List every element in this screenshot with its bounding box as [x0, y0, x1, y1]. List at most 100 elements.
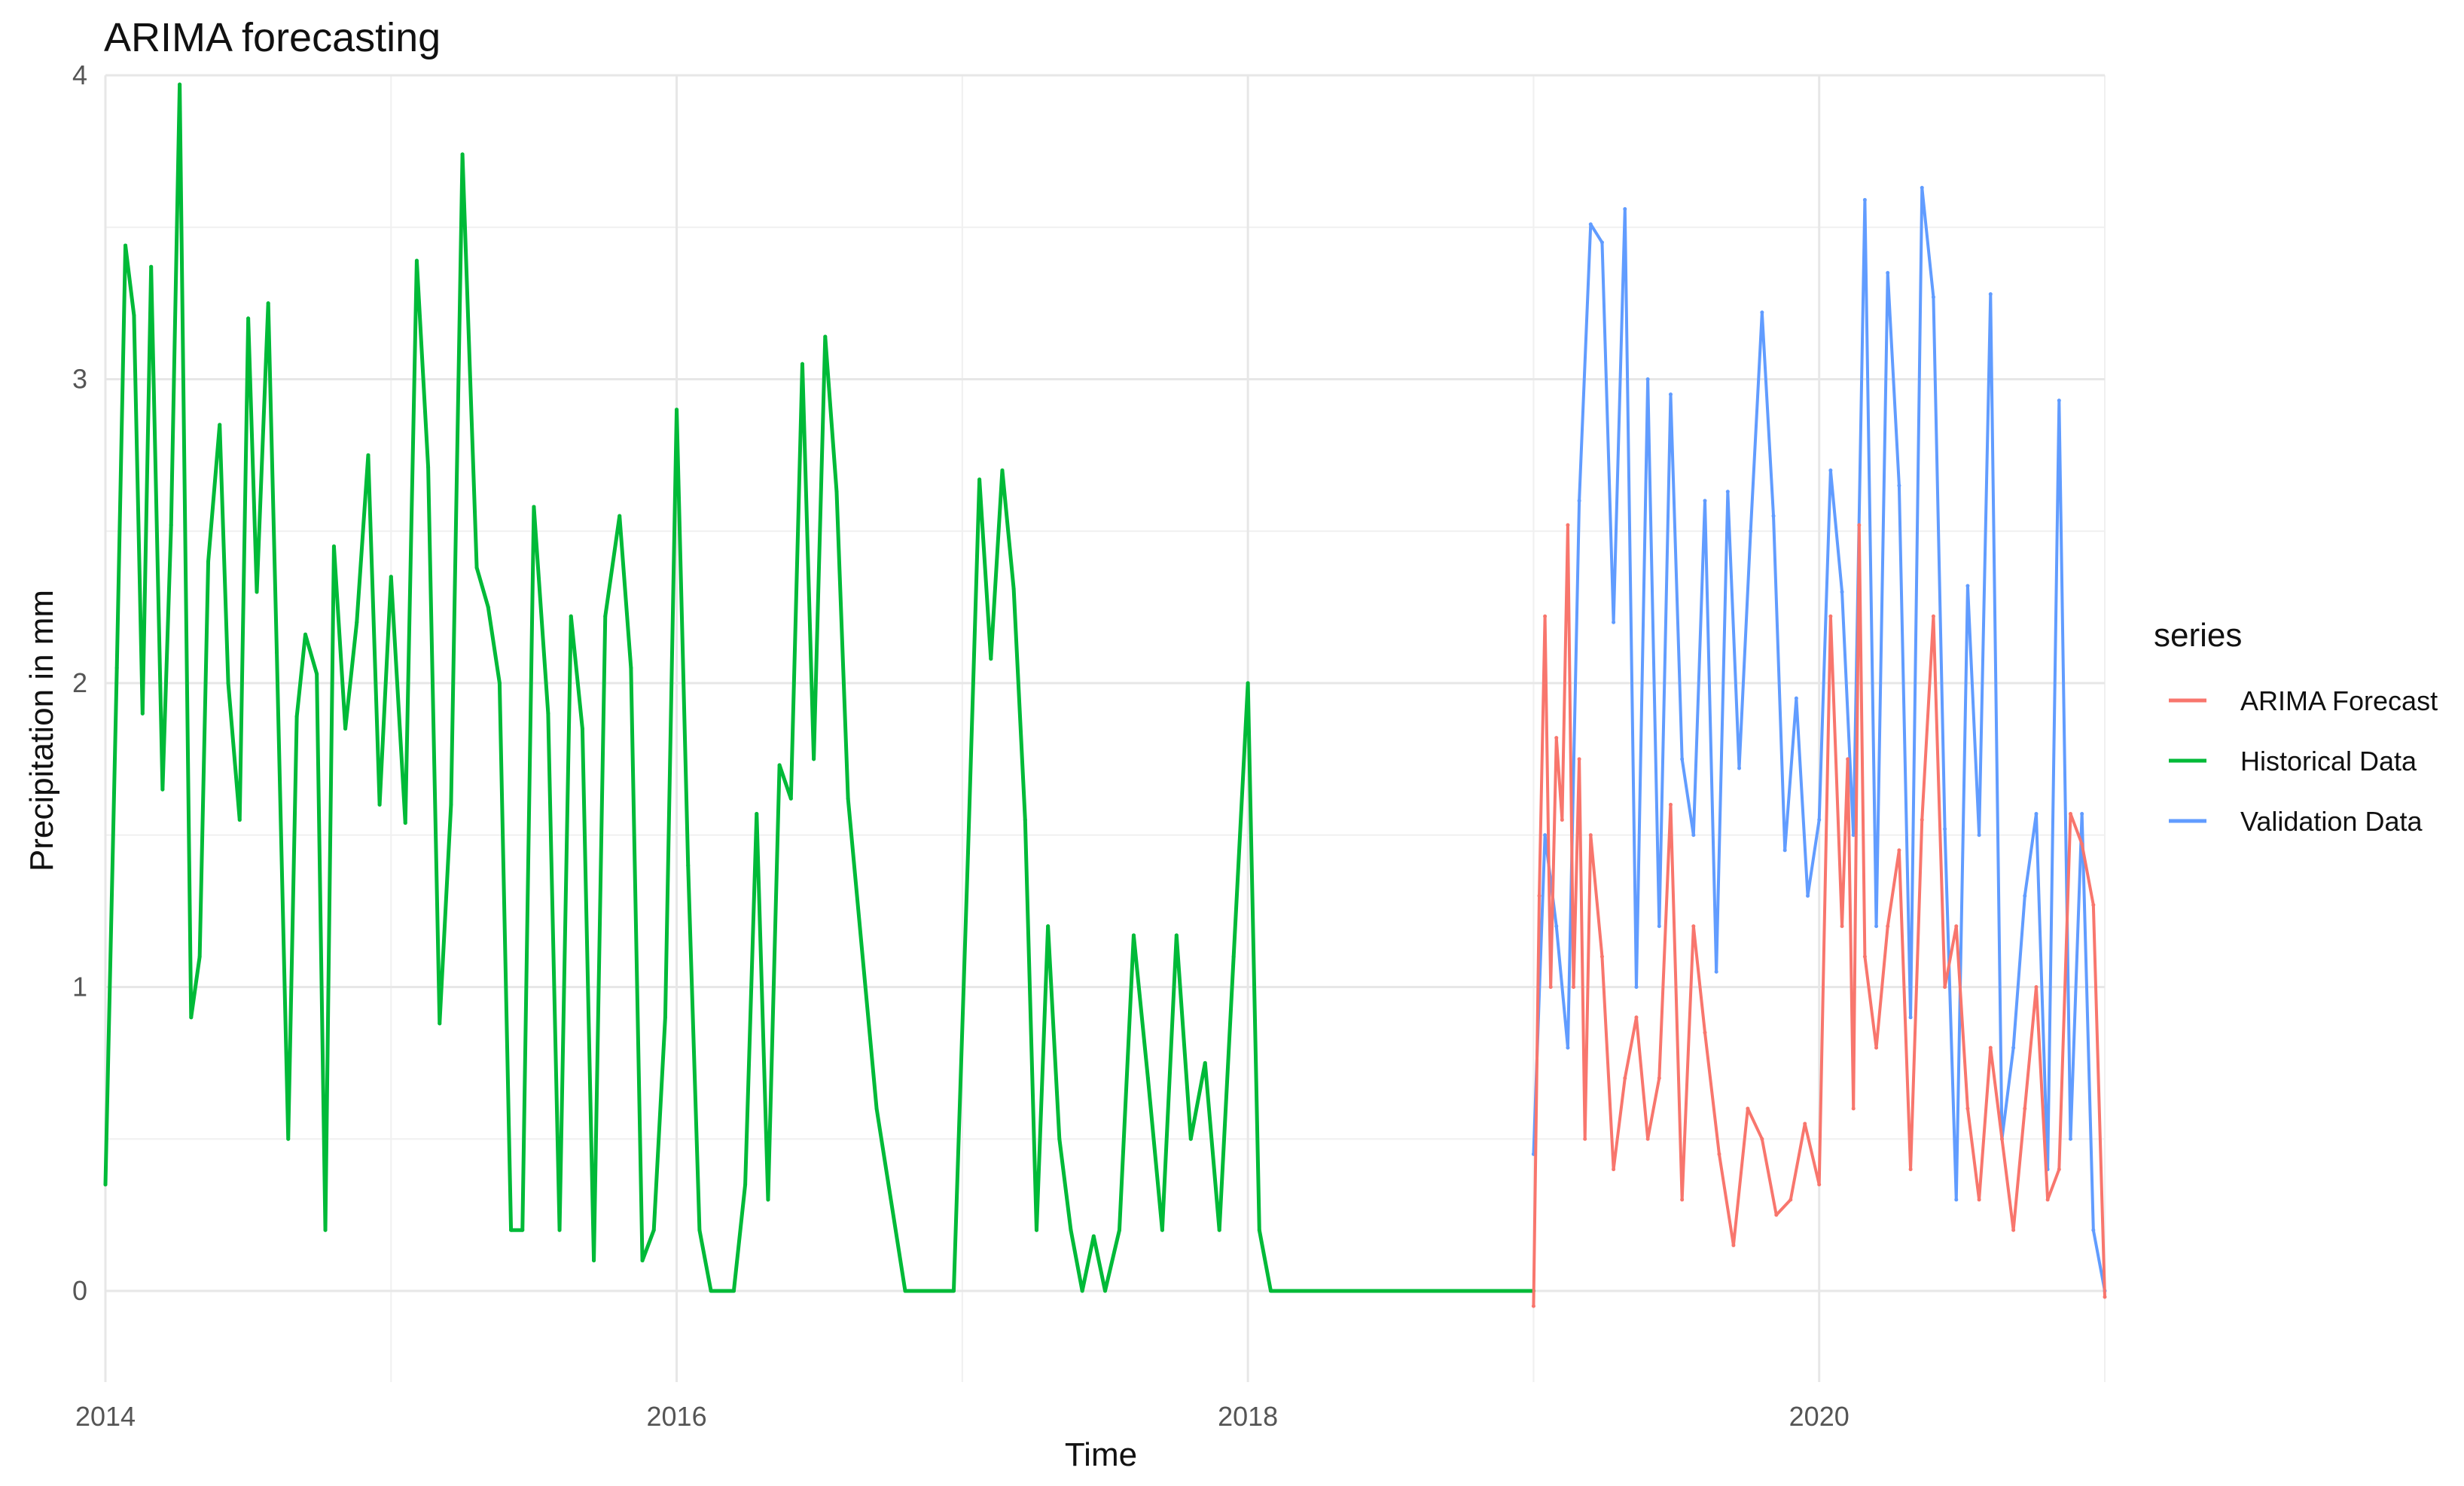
series-point-arima-forecast	[1840, 924, 1844, 929]
series-point-validation-data	[1599, 240, 1604, 245]
series-point-arima-forecast	[1988, 1045, 1993, 1050]
series-point-validation-data	[2057, 398, 2061, 403]
series-point-historical-data	[403, 821, 407, 825]
series-point-validation-data	[1623, 207, 1627, 212]
series-point-arima-forecast	[2091, 903, 2096, 908]
series-point-arima-forecast	[1965, 1106, 1970, 1111]
series-point-validation-data	[1840, 590, 1844, 594]
series-point-historical-data	[709, 1289, 713, 1293]
series-point-validation-data	[2023, 893, 2027, 898]
series-point-validation-data	[1714, 969, 1718, 974]
series-point-historical-data	[557, 1228, 562, 1232]
series-point-historical-data	[1432, 1289, 1436, 1293]
series-point-historical-data	[618, 514, 622, 518]
series-point-historical-data	[124, 243, 128, 248]
series-point-arima-forecast	[1931, 614, 1935, 618]
series-point-historical-data	[569, 614, 573, 618]
series-point-historical-data	[1474, 1289, 1479, 1293]
series-point-validation-data	[1737, 766, 1742, 770]
series-point-validation-data	[1988, 292, 1993, 297]
series-point-historical-data	[1314, 1289, 1319, 1293]
series-point-arima-forecast	[2023, 1106, 2027, 1111]
legend-label-arima-forecast: ARIMA Forecast	[2240, 685, 2438, 716]
series-point-historical-data	[520, 1228, 525, 1232]
series-point-arima-forecast	[1560, 818, 1564, 822]
series-point-validation-data	[1657, 924, 1661, 929]
series-point-historical-data	[1034, 1228, 1038, 1232]
series-point-arima-forecast	[1874, 1045, 1879, 1050]
series-point-historical-data	[1046, 924, 1051, 929]
series-point-historical-data	[1517, 1289, 1521, 1293]
series-point-arima-forecast	[1599, 954, 1604, 959]
series-point-arima-forecast	[1623, 1076, 1627, 1081]
series-point-historical-data	[486, 605, 490, 609]
series-point-arima-forecast	[1543, 614, 1548, 618]
series-point-validation-data	[1954, 1198, 1959, 1202]
series-point-historical-data	[874, 1106, 879, 1111]
series-point-historical-data	[237, 818, 242, 822]
series-point-validation-data	[1794, 696, 1798, 700]
series-point-arima-forecast	[1943, 984, 1947, 989]
series-point-historical-data	[1489, 1289, 1493, 1293]
series-point-validation-data	[1965, 584, 1970, 588]
series-point-arima-forecast	[1566, 523, 1570, 527]
series-point-arima-forecast	[1548, 984, 1553, 989]
series-point-historical-data	[731, 1289, 736, 1293]
series-point-historical-data	[1057, 1137, 1062, 1141]
legend-title: series	[2154, 617, 2242, 654]
series-point-validation-data	[1566, 1045, 1570, 1050]
series-point-validation-data	[1886, 270, 1890, 275]
series-point-historical-data	[951, 1289, 956, 1293]
series-point-historical-data	[366, 453, 371, 457]
series-point-arima-forecast	[1537, 893, 1542, 898]
series-point-validation-data	[1943, 827, 1947, 831]
series-point-validation-data	[1703, 499, 1707, 503]
series-point-arima-forecast	[2011, 1228, 2016, 1232]
series-point-arima-forecast	[1583, 1137, 1587, 1141]
series-point-historical-data	[1000, 468, 1005, 473]
series-point-arima-forecast	[2068, 811, 2072, 816]
series-point-historical-data	[1080, 1289, 1084, 1293]
series-point-historical-data	[1131, 933, 1136, 938]
series-point-historical-data	[355, 620, 359, 624]
series-point-historical-data	[1231, 954, 1236, 959]
series-point-validation-data	[1543, 833, 1548, 838]
series-point-validation-data	[1760, 310, 1764, 315]
series-point-validation-data	[1897, 484, 1901, 488]
series-point-arima-forecast	[1634, 1015, 1639, 1020]
series-point-arima-forecast	[1857, 523, 1862, 527]
series-point-historical-data	[697, 1228, 702, 1232]
y-tick-label: 0	[72, 1275, 87, 1306]
series-point-historical-data	[343, 727, 348, 731]
legend: series ARIMA Forecast Historical Data Vali…	[2154, 617, 2438, 837]
series-point-historical-data	[629, 666, 633, 670]
series-point-historical-data	[1117, 1228, 1121, 1232]
series-point-historical-data	[132, 313, 136, 318]
series-point-historical-data	[592, 1259, 596, 1263]
series-point-historical-data	[932, 1289, 936, 1293]
series-point-historical-data	[1417, 1289, 1422, 1293]
series-point-historical-data	[965, 851, 970, 856]
series-point-historical-data	[663, 1015, 667, 1020]
series-point-arima-forecast	[2080, 842, 2084, 847]
series-line-historical-data	[103, 82, 1535, 1293]
series-point-historical-data	[603, 614, 608, 618]
series-point-validation-data	[1817, 818, 1822, 822]
axes: 2014 2016 2018 2020 0 1 2 3 4	[72, 60, 1850, 1432]
series-point-historical-data	[460, 152, 465, 157]
grid	[104, 74, 2106, 1382]
series-point-historical-data	[846, 796, 850, 801]
series-point-historical-data	[323, 1228, 328, 1232]
series-point-historical-data	[160, 787, 165, 792]
series-point-arima-forecast	[1612, 1167, 1616, 1172]
series-point-arima-forecast	[2034, 984, 2039, 989]
series-point-historical-data	[178, 82, 182, 87]
series-point-historical-data	[720, 1289, 724, 1293]
series-point-historical-data	[1217, 1228, 1221, 1232]
series-point-historical-data	[286, 1137, 291, 1141]
series-point-arima-forecast	[1680, 1198, 1685, 1202]
series-point-historical-data	[218, 423, 222, 427]
series-point-historical-data	[226, 681, 230, 685]
series-point-arima-forecast	[1886, 924, 1890, 929]
series-point-historical-data	[777, 763, 782, 767]
